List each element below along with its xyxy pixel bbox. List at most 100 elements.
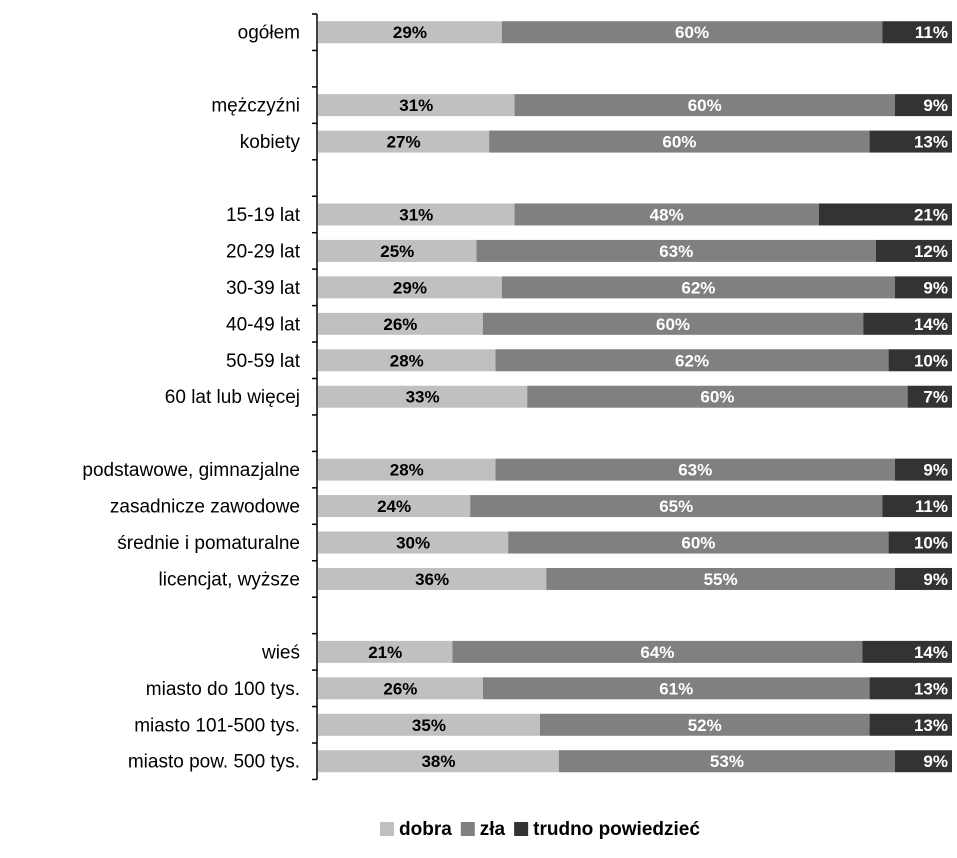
bar-segment xyxy=(318,458,496,481)
bar-segment xyxy=(318,312,483,335)
legend-label: dobra xyxy=(399,819,452,840)
bar-value-label: 10% xyxy=(914,351,948,370)
bar-row: 31% 48% 21% xyxy=(318,203,952,226)
bar-segment xyxy=(501,276,895,299)
bar-value-label: 60% xyxy=(675,23,709,42)
bar-segment xyxy=(869,713,952,736)
bar-value-label: 9% xyxy=(923,96,948,115)
category-label: 15-19 lat xyxy=(226,205,301,226)
bar-segment xyxy=(514,94,895,117)
bar-segment xyxy=(869,677,952,700)
bar-value-label: 62% xyxy=(675,351,709,370)
bar-row: 35% 52% 13% xyxy=(318,713,952,736)
category-label: miasto do 100 tys. xyxy=(146,679,300,700)
bar-value-label: 53% xyxy=(710,752,744,771)
bar-segment xyxy=(495,349,889,372)
category-label: podstawowe, gimnazjalne xyxy=(82,460,300,481)
bar-value-label: 25% xyxy=(380,242,414,261)
bar-value-label: 33% xyxy=(406,388,440,407)
bar-segment xyxy=(869,130,952,153)
bar-segment xyxy=(888,531,952,554)
category-label: 60 lat lub więcej xyxy=(165,387,300,408)
category-label: 50-59 lat xyxy=(226,351,301,372)
bar-segment xyxy=(863,312,952,335)
bar-segment xyxy=(882,21,952,44)
bar-value-label: 29% xyxy=(393,23,427,42)
bar-value-label: 60% xyxy=(688,96,722,115)
bar-value-label: 61% xyxy=(659,679,693,698)
bar-value-label: 28% xyxy=(390,461,424,480)
bar-segment xyxy=(894,750,952,773)
bar-segment xyxy=(452,640,863,663)
bar-value-label: 14% xyxy=(914,643,948,662)
bar-segment xyxy=(546,567,895,590)
bar-value-label: 63% xyxy=(678,461,712,480)
bar-segment xyxy=(894,94,952,117)
bar-segment xyxy=(470,495,883,518)
bar-value-label: 64% xyxy=(640,643,674,662)
bar-row: 28% 62% 10% xyxy=(318,349,952,372)
bar-value-label: 65% xyxy=(659,497,693,516)
bar-value-label: 11% xyxy=(915,23,948,42)
bar-value-label: 52% xyxy=(688,716,722,735)
bar-segment xyxy=(508,531,889,554)
legend-label: trudno powiedzieć xyxy=(533,819,700,840)
bars: 29% 60% 11% 31% 60% 9% 27% 60% 13% 31% 48% 21% 25% 63… xyxy=(318,21,952,773)
bar-segment xyxy=(888,349,952,372)
bar-segment xyxy=(489,130,870,153)
bar-row: 38% 53% 9% xyxy=(318,750,952,773)
legend-swatch xyxy=(380,822,394,836)
bar-segment xyxy=(875,239,952,262)
bar-segment xyxy=(318,750,559,773)
category-label: 40-49 lat xyxy=(226,314,301,335)
bar-value-label: 28% xyxy=(390,351,424,370)
category-label: miasto pow. 500 tys. xyxy=(128,752,300,773)
bar-segment xyxy=(818,203,952,226)
bar-value-label: 48% xyxy=(650,205,684,224)
bar-value-label: 63% xyxy=(659,242,693,261)
bar-value-label: 11% xyxy=(915,497,948,516)
category-label: 30-39 lat xyxy=(226,278,301,299)
bar-value-label: 27% xyxy=(387,133,421,152)
bar-segment xyxy=(318,677,483,700)
bar-value-label: 38% xyxy=(421,752,455,771)
bar-value-label: 14% xyxy=(914,315,948,334)
bar-row: 29% 62% 9% xyxy=(318,276,952,299)
bar-value-label: 21% xyxy=(368,643,402,662)
bar-value-label: 60% xyxy=(681,534,715,553)
bar-segment xyxy=(318,130,490,153)
bar-row: 21% 64% 14% xyxy=(318,640,952,663)
category-label: zasadnicze zawodowe xyxy=(110,497,300,518)
bar-segment xyxy=(318,531,509,554)
bar-segment xyxy=(894,458,952,481)
bar-value-label: 62% xyxy=(681,278,715,297)
bar-value-label: 55% xyxy=(704,570,738,589)
bar-value-label: 29% xyxy=(393,278,427,297)
legend-swatch xyxy=(514,822,529,836)
category-label: 20-29 lat xyxy=(226,241,301,262)
bar-value-label: 13% xyxy=(914,679,948,698)
bar-value-label: 7% xyxy=(923,388,948,407)
bar-segment xyxy=(907,385,952,408)
legend-swatch xyxy=(460,822,475,836)
category-label: średnie i pomaturalne xyxy=(117,533,300,554)
bar-value-label: 36% xyxy=(415,570,449,589)
category-label: ogółem xyxy=(238,23,300,44)
bar-value-label: 21% xyxy=(914,205,948,224)
bar-segment xyxy=(318,640,453,663)
bar-row: 28% 63% 9% xyxy=(318,458,952,481)
bar-value-label: 31% xyxy=(399,205,433,224)
bar-segment xyxy=(318,94,515,117)
legend: dobra zła trudno powiedzieć xyxy=(380,819,700,840)
bar-segment xyxy=(882,495,952,518)
bar-value-label: 9% xyxy=(923,461,948,480)
bar-segment xyxy=(318,203,515,226)
bar-segment xyxy=(894,276,952,299)
bar-value-label: 60% xyxy=(700,388,734,407)
bar-value-label: 26% xyxy=(383,315,417,334)
bar-segment xyxy=(318,239,477,262)
bar-value-label: 30% xyxy=(396,534,430,553)
category-label: licencjat, wyższe xyxy=(159,569,301,590)
category-label: wieś xyxy=(261,642,300,663)
